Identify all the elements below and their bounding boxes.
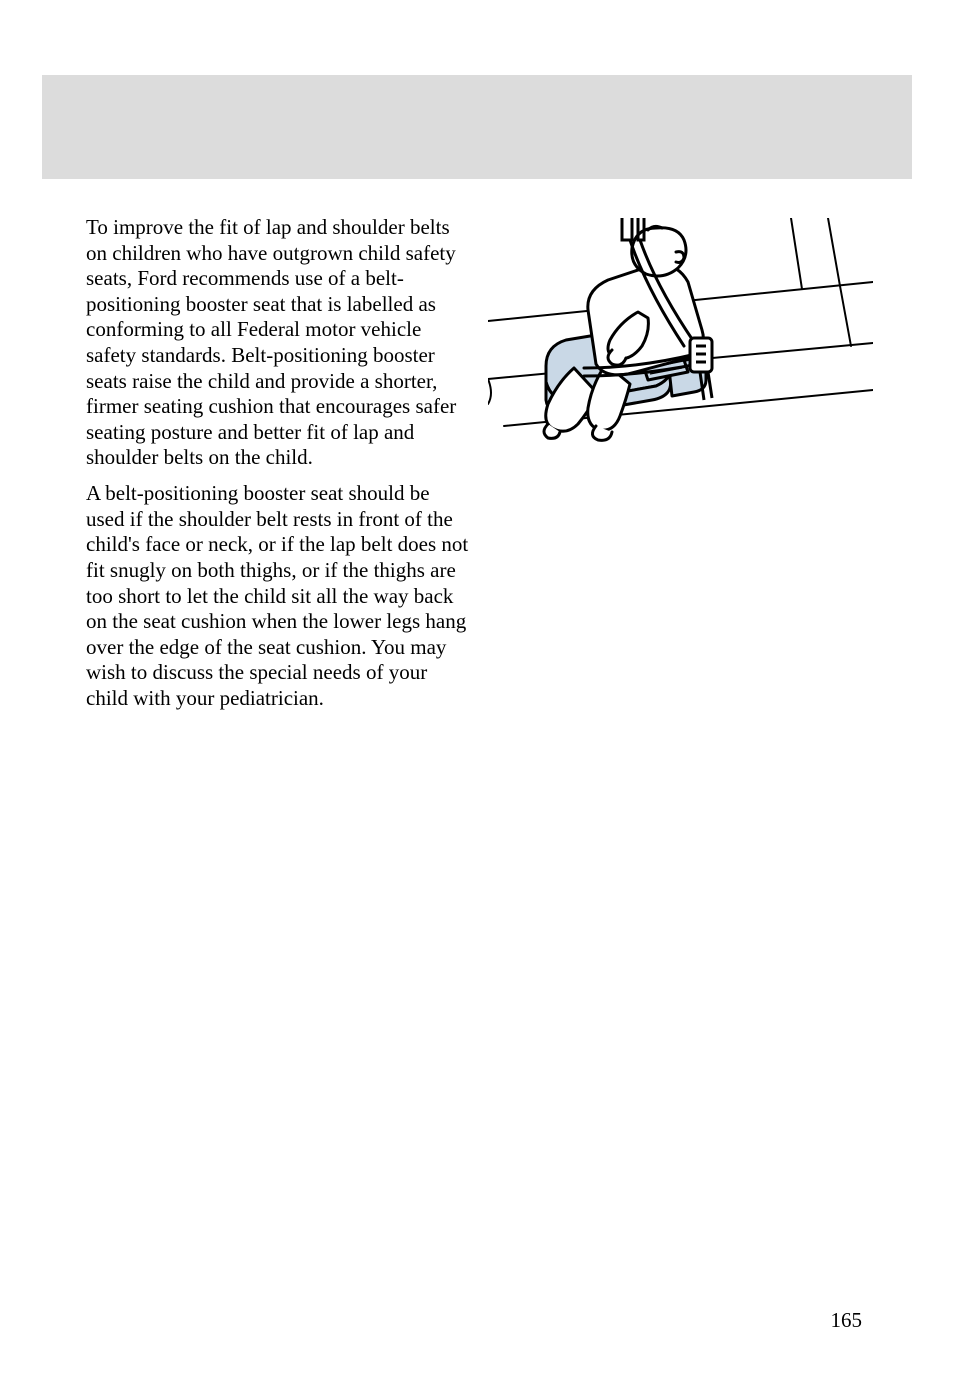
booster-seat-illustration xyxy=(488,218,873,458)
paragraph-1: To improve the fit of lap and shoulder b… xyxy=(86,215,471,471)
paragraph-2: A belt-positioning booster seat should b… xyxy=(86,481,471,711)
header-band xyxy=(42,75,912,179)
body-text-column: To improve the fit of lap and shoulder b… xyxy=(86,215,471,722)
page-number: 165 xyxy=(831,1308,863,1333)
